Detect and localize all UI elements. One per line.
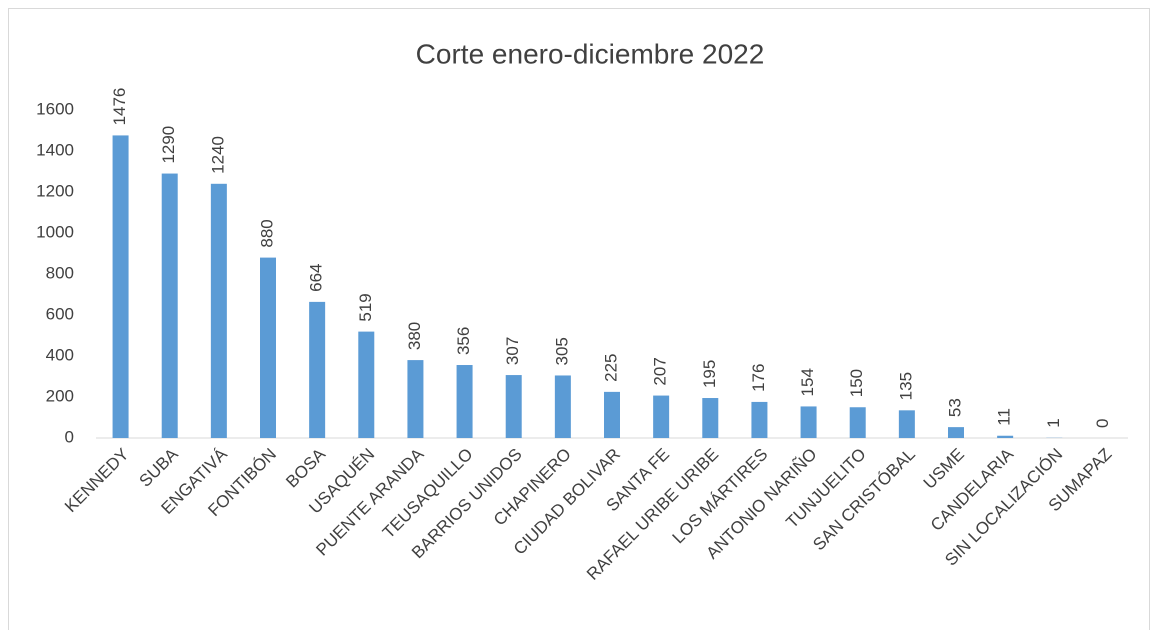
value-label: 380 [405,322,424,350]
bar [456,365,473,438]
bar [751,401,768,438]
value-label: 195 [700,360,719,388]
bar [161,173,178,439]
bar [604,391,620,438]
value-label: 664 [307,264,326,292]
bar [505,375,522,438]
y-tick-label: 1400 [36,140,74,159]
bar [260,257,276,438]
value-label: 176 [749,364,768,392]
y-tick-label: 800 [46,263,74,282]
chart-frame [8,8,1150,630]
value-label: 519 [356,293,375,321]
value-label: 1240 [208,136,227,174]
bar [407,360,424,438]
bar [997,435,1014,438]
bar [702,398,719,438]
bar [554,375,571,438]
value-label: 1 [1044,418,1063,427]
bar [309,301,326,438]
value-label: 154 [798,368,817,396]
bar [358,331,375,438]
bar [210,183,227,438]
bar [800,406,817,438]
value-label: 53 [945,398,964,417]
y-tick-label: 1000 [36,222,74,241]
value-label: 11 [995,408,1014,426]
y-tick-label: 1200 [36,181,74,200]
bar [849,407,866,438]
bar [653,395,670,438]
value-label: 225 [601,354,620,382]
bar [948,427,964,438]
bar [112,135,129,439]
chart-title: Corte enero-diciembre 2022 [416,38,765,69]
value-label: 880 [257,219,276,247]
value-label: 305 [552,337,571,365]
value-label: 207 [651,357,670,385]
value-label: 135 [896,372,915,400]
value-label: 1290 [159,126,178,164]
y-tick-label: 400 [46,345,74,364]
y-tick-label: 0 [65,427,74,446]
value-label: 307 [503,337,522,365]
bar [898,410,915,438]
y-tick-label: 1600 [36,99,74,118]
y-tick-label: 600 [46,304,74,323]
value-label: 1476 [110,88,129,126]
value-label: 356 [454,327,473,355]
value-label: 150 [847,369,866,397]
value-label: 0 [1093,419,1112,428]
y-tick-label: 200 [46,386,74,405]
